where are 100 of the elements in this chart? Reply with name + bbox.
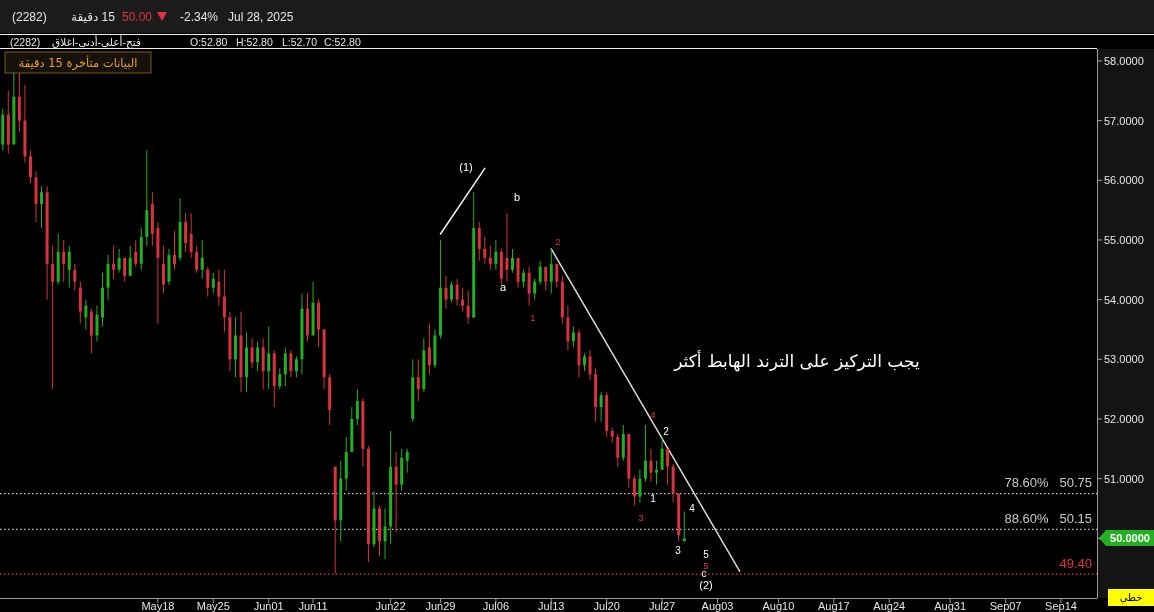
candlestick: [117, 248, 121, 274]
candlestick: [267, 325, 271, 390]
x-tick-label: Jul06: [482, 599, 510, 612]
candlestick: [682, 510, 686, 542]
x-tick-label: Aug10: [762, 599, 795, 612]
candlestick: [222, 269, 226, 333]
x-tick-label: Jul13: [538, 599, 565, 612]
candlestick: [588, 349, 592, 381]
y-tick-label: 52.0000: [1104, 412, 1144, 425]
annotation: 1: [650, 492, 657, 504]
x-tick-label: Aug31: [934, 599, 967, 612]
y-tick-label: 55.0000: [1104, 233, 1144, 246]
candlestick: [189, 212, 193, 259]
candlestick: [51, 245, 55, 390]
candlestick: [461, 287, 465, 313]
x-tick-label: Jul27: [648, 599, 676, 612]
candlestick: [200, 239, 204, 280]
candlestick: [256, 340, 260, 372]
candlestick: [112, 245, 116, 280]
text: Jul 28, 2025: [228, 10, 294, 24]
candlestick: [84, 299, 88, 330]
candlestick: [106, 254, 110, 301]
candlestick: [566, 305, 570, 351]
candlestick: [278, 367, 282, 390]
annotation: 3: [638, 511, 644, 523]
candlestick: [638, 469, 642, 504]
candlestick: [173, 230, 177, 271]
x-tick-label: Aug24: [873, 599, 906, 612]
annotation: 2: [555, 235, 561, 247]
text: فتح-أعلى-أدنى-اغلاق: [52, 34, 141, 49]
text: L:52.70: [282, 35, 318, 48]
y-tick-label: 57.0000: [1104, 114, 1144, 127]
x-tick-label: Sep14: [1045, 599, 1077, 612]
candlestick: [355, 388, 359, 426]
annotation: 5: [703, 548, 710, 560]
candlestick: [73, 263, 77, 292]
candlestick: [494, 239, 498, 271]
annotation: (1): [459, 161, 473, 173]
annotation: b: [513, 191, 521, 203]
candlestick: [488, 245, 492, 271]
candlestick: [195, 245, 199, 274]
candlestick: [206, 266, 210, 298]
y-tick-label: 56.0000: [1104, 174, 1144, 187]
candlestick: [616, 433, 620, 468]
candlestick: [383, 507, 387, 560]
candlestick: [510, 248, 514, 274]
annotation: 2: [663, 425, 670, 437]
text: خطي: [1119, 592, 1143, 604]
x-tick-label: Jun11: [298, 599, 328, 612]
candlestick: [394, 451, 398, 533]
candlestick: [450, 281, 454, 304]
candlestick: [538, 260, 542, 286]
candlestick: [649, 448, 653, 483]
candlestick: [405, 448, 409, 474]
candlestick: [455, 278, 459, 307]
y-tick-label: 58.0000: [1104, 54, 1144, 67]
candlestick: [62, 239, 66, 283]
candlestick: [161, 245, 165, 295]
annotation: a: [499, 281, 507, 293]
candlestick: [632, 475, 636, 507]
annotation: 4: [689, 502, 696, 514]
x-tick-label: May25: [196, 599, 230, 612]
x-tick-label: Jun01: [253, 599, 284, 612]
candlestick: [643, 424, 647, 483]
candlestick: [78, 281, 82, 324]
text: C:52.80: [324, 35, 361, 48]
x-tick-label: Jun29: [425, 599, 456, 612]
candlestick: [233, 317, 237, 378]
x-tick-label: Aug17: [817, 599, 850, 612]
candlestick: [250, 337, 254, 369]
candlestick: [283, 346, 287, 387]
candlestick: [466, 290, 470, 324]
annotation: 5: [703, 559, 709, 571]
text: 50.00: [122, 10, 153, 24]
x-tick-label: May18: [141, 599, 175, 612]
candlestick: [444, 275, 448, 310]
text: 50.0000: [1110, 532, 1150, 544]
candlestick: [571, 325, 575, 348]
y-tick-label: 51.0000: [1104, 472, 1144, 485]
text: O:52.80: [190, 35, 228, 48]
candlestick: [505, 212, 509, 283]
candlestick: [28, 149, 32, 184]
candlestick: [289, 349, 293, 378]
candlestick: [128, 245, 132, 277]
x-tick-label: Aug03: [701, 599, 734, 612]
y-tick-label: 53.0000: [1104, 353, 1144, 366]
annotation: 3: [675, 544, 682, 556]
candlestick: [549, 248, 553, 295]
candlestick: [655, 460, 659, 486]
candlestick: [89, 308, 93, 354]
chart-subtitle: 15 دقيقة: [71, 10, 116, 24]
text: H:52.80: [236, 35, 273, 48]
candlestick: [17, 72, 21, 134]
candlestick: [67, 245, 71, 289]
candlestick: [40, 185, 44, 229]
candlestick: [134, 239, 138, 268]
candlestick: [217, 269, 221, 307]
candlestick: [660, 436, 664, 471]
ref-line-label: 78.60% 50.75: [1004, 475, 1092, 491]
candlestick: [621, 424, 625, 462]
